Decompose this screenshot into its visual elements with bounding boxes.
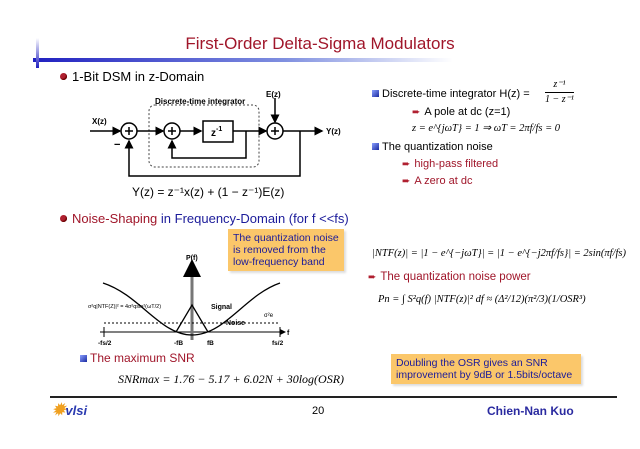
dsm-block-diagram: Discrete-time integrator X(z) E(z) Y(z) …	[90, 90, 341, 177]
svg-text:P(f): P(f)	[186, 255, 198, 262]
pole-text: ➨ A pole at dc (z=1)	[412, 106, 511, 118]
svg-text:σ²e: σ²e	[264, 313, 274, 319]
svg-text:Noise: Noise	[226, 320, 245, 327]
bullet-icon	[80, 355, 87, 362]
svg-text:fs/2: fs/2	[272, 340, 284, 347]
ntf-equation: |NTF(z)| = |1 − e^{−jωT}| = |1 − e^{−j2π…	[372, 248, 627, 259]
snr-heading: The maximum SNR	[80, 351, 195, 365]
title-underline	[33, 58, 453, 62]
summer-3	[266, 122, 284, 140]
power-heading: ➨ The quantization noise power	[368, 271, 531, 283]
arrow-icon: ➨	[402, 176, 411, 187]
y-label: Y(z)	[326, 127, 341, 136]
bullet-icon	[60, 73, 67, 80]
svg-text:-fs/2: -fs/2	[98, 340, 112, 347]
heading-noise-shaping: Noise-Shaping in Frequency-Domain (for f…	[60, 211, 349, 226]
summer-1	[120, 122, 138, 140]
heading-dsm: 1-Bit DSM in z-Domain	[60, 69, 204, 84]
author: Chien-Nan Kuo	[487, 404, 574, 418]
pn-equation: Pn = ∫ S²q(f) |NTF(z)|² df ≈ (Δ²/12)(π²/…	[378, 294, 586, 305]
svg-text:Signal: Signal	[211, 304, 232, 311]
vlsi-logo: ✹vlsi	[52, 402, 88, 419]
page-number: 20	[312, 405, 325, 417]
zero-text: ➨ A zero at dc	[402, 175, 473, 187]
svg-text:-fB: -fB	[174, 340, 183, 347]
delay-block	[202, 120, 234, 143]
arrow-icon: ➨	[412, 107, 421, 118]
slide-title: First-Order Delta-Sigma Modulators	[185, 34, 455, 53]
pole-equation: z = e^{jωT} = 1 ⇒ ωT = 2πf/fs = 0	[412, 123, 561, 134]
qnoise-text: The quantization noise	[372, 141, 493, 153]
svg-text:f: f	[287, 330, 290, 337]
signal-triangle	[175, 303, 209, 333]
svg-text:−: −	[114, 139, 120, 151]
highpass-text: ➨ high-pass filtered	[402, 158, 499, 170]
bullet-icon	[372, 90, 379, 97]
arrow-icon: ➨	[402, 159, 411, 170]
snr-equation: SNRmax = 1.76 − 5.17 + 6.02N + 30log(OSR…	[118, 372, 345, 386]
noise-shaping-plot: P(f) f σ²q|NTF(Z)|² = 4σ²qsin²(ωT/2) Sig…	[88, 255, 290, 347]
svg-text:z-1: z-1	[211, 126, 222, 139]
ntf-label: σ²q|NTF(Z)|² = 4σ²qsin²(ωT/2)	[88, 304, 161, 310]
output-equation: Y(z) = z⁻¹x(z) + (1 − z⁻¹)E(z)	[132, 185, 285, 199]
e-label: E(z)	[266, 90, 281, 99]
summer-2	[163, 122, 181, 140]
bullet-icon	[60, 215, 67, 222]
bullet-icon	[372, 143, 379, 150]
title-vertical-bar	[36, 38, 39, 68]
noise-curve	[102, 282, 281, 336]
callout-osr: Doubling the OSR gives an SNR improvemen…	[391, 354, 581, 384]
integrator-label: Discrete-time integrator	[155, 97, 245, 106]
integrator-text: Discrete-time integrator H(z) =	[372, 88, 530, 100]
arrow-icon: ➨	[368, 272, 377, 283]
hz-fraction: z⁻¹ 1 − z⁻¹	[545, 79, 574, 105]
svg-text:fB: fB	[207, 340, 214, 347]
callout-lowfreq: The quantization noise is removed from t…	[228, 229, 344, 271]
footer-line	[50, 396, 617, 398]
x-label: X(z)	[92, 117, 107, 126]
